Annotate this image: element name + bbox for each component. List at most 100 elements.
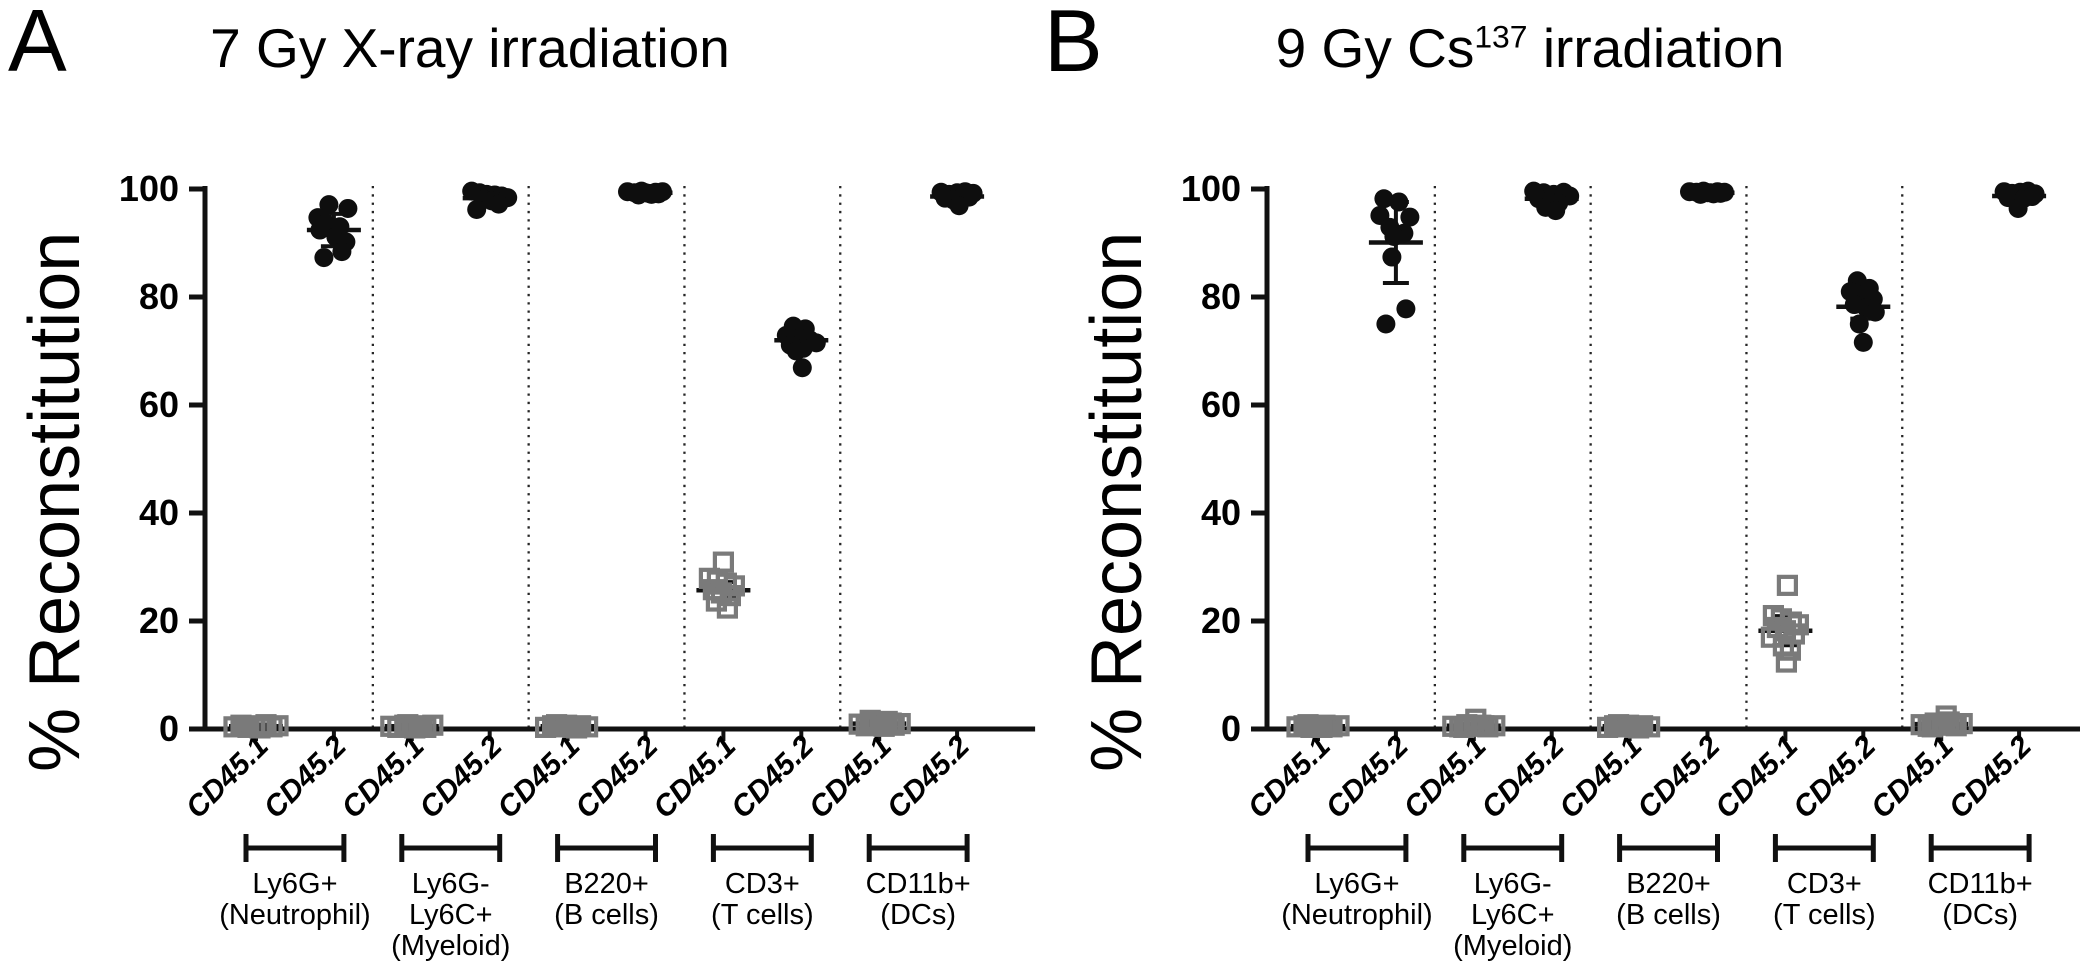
data-point-circle: [786, 341, 806, 361]
data-point-square: [545, 714, 568, 736]
data-point-square: [880, 712, 902, 734]
y-tick-label: 20: [1201, 600, 1241, 641]
data-point-square: [1775, 651, 1798, 673]
y-tick-label: 80: [139, 276, 179, 317]
x-tick-label: CD45.1: [491, 730, 586, 825]
x-tick-label: CD45.2: [1475, 729, 1570, 824]
x-tick-label: CD45.1: [1242, 730, 1337, 825]
group-label: B220+: [1626, 868, 1711, 900]
panel-b-plot: 020406080100CD45.1CD45.2Ly6G+(Neutrophil…: [1181, 168, 2080, 962]
data-point-square: [1942, 713, 1964, 735]
data-point-square: [716, 597, 739, 619]
panel-b-title-superscript: 137: [1474, 18, 1528, 55]
group-label: (B cells): [1616, 899, 1721, 931]
group-label: (T cells): [1773, 899, 1876, 931]
data-point-square: [1318, 715, 1340, 737]
x-tick-label: CD45.1: [1865, 730, 1960, 825]
x-tick-label: CD45.2: [1320, 729, 1415, 824]
x-tick-label: CD45.1: [335, 730, 430, 825]
panel-b-letter: B: [1044, 0, 1103, 90]
x-tick-label: CD45.1: [1709, 730, 1804, 825]
group-label: (Myeloid): [391, 930, 510, 962]
x-tick-label: CD45.2: [725, 729, 820, 824]
data-point-square: [1627, 717, 1650, 739]
y-tick-label: 60: [139, 384, 179, 425]
x-tick-label: CD45.2: [258, 729, 353, 824]
data-point-circle: [2008, 198, 2028, 218]
y-tick-label: 80: [1201, 276, 1241, 317]
group-label: Ly6G-: [1474, 868, 1552, 900]
group-label: (B cells): [554, 899, 659, 931]
group-label: (Neutrophil): [1281, 899, 1433, 931]
data-point-circle: [489, 194, 509, 214]
data-point-square: [1921, 716, 1943, 738]
data-point-circle: [467, 200, 487, 220]
panel-a-plot: 020406080100CD45.1CD45.2Ly6G+(Neutrophil…: [119, 168, 1036, 962]
group-label: Ly6G+: [1314, 868, 1399, 900]
data-point-circle: [314, 248, 334, 268]
group-label: Ly6G-: [412, 868, 490, 900]
panel-a-title-text: 7 Gy X-ray irradiation: [210, 17, 730, 79]
group-label: Ly6C+: [1471, 899, 1555, 931]
x-tick-label: CD45.2: [881, 729, 976, 824]
data-point-square: [1297, 714, 1319, 736]
data-point-circle: [949, 196, 969, 216]
x-tick-label: CD45.1: [1397, 730, 1492, 825]
data-point-circle: [1382, 247, 1402, 267]
data-point-circle: [1374, 189, 1394, 209]
x-tick-label: CD45.2: [569, 729, 664, 824]
data-point-circle: [636, 183, 655, 203]
data-point-circle: [332, 242, 352, 262]
data-point-square: [859, 709, 881, 731]
group-label: CD11b+: [1928, 868, 2033, 900]
group-label: Ly6C+: [409, 899, 493, 931]
data-point-square: [251, 715, 273, 737]
data-point-circle: [1853, 332, 1873, 352]
data-point-square: [719, 585, 742, 607]
data-point-circle: [338, 198, 358, 218]
data-point-square: [1779, 639, 1802, 661]
y-tick-label: 0: [159, 708, 179, 749]
data-point-circle: [310, 220, 330, 240]
data-point-square: [1776, 574, 1799, 596]
y-tick-label: 40: [1201, 492, 1241, 533]
panel-b-title: 9 Gy Cs137 irradiation: [1276, 16, 1785, 80]
x-tick-label: CD45.1: [803, 730, 898, 825]
x-tick-label: CD45.2: [1631, 729, 1726, 824]
data-point-circle: [1865, 302, 1885, 322]
y-tick-label: 100: [1181, 168, 1241, 209]
data-point-circle: [1384, 227, 1404, 247]
group-label: (T cells): [711, 899, 814, 931]
data-point-square: [565, 717, 588, 739]
group-label: (Neutrophil): [219, 899, 371, 931]
data-point-circle: [1546, 201, 1566, 221]
x-tick-label: CD45.2: [413, 729, 508, 824]
data-point-circle: [2022, 187, 2042, 207]
data-point-circle: [1389, 192, 1409, 212]
group-label: CD3+: [725, 868, 800, 900]
data-point-square: [1607, 714, 1630, 736]
data-point-circle: [319, 195, 339, 215]
group-label: CD11b+: [866, 868, 971, 900]
y-tick-label: 100: [119, 168, 179, 209]
y-tick-label: 40: [139, 492, 179, 533]
data-point-circle: [1376, 314, 1396, 334]
data-point-circle: [1698, 183, 1717, 203]
data-point-circle: [1400, 207, 1420, 227]
y-tick-label: 60: [1201, 384, 1241, 425]
x-tick-label: CD45.1: [647, 730, 742, 825]
data-point-circle: [1849, 314, 1869, 334]
x-tick-label: CD45.1: [180, 730, 275, 825]
group-label: Ly6G+: [252, 868, 337, 900]
x-tick-label: CD45.2: [1943, 729, 2038, 824]
data-point-circle: [1396, 299, 1416, 319]
group-label: (DCs): [880, 899, 956, 931]
group-label: B220+: [564, 868, 649, 900]
data-point-square: [404, 717, 426, 739]
panel-a-letter: A: [8, 0, 67, 90]
data-point-square: [1473, 715, 1495, 737]
y-tick-label: 0: [1221, 708, 1241, 749]
panel-b-title-suffix: irradiation: [1527, 17, 1785, 79]
